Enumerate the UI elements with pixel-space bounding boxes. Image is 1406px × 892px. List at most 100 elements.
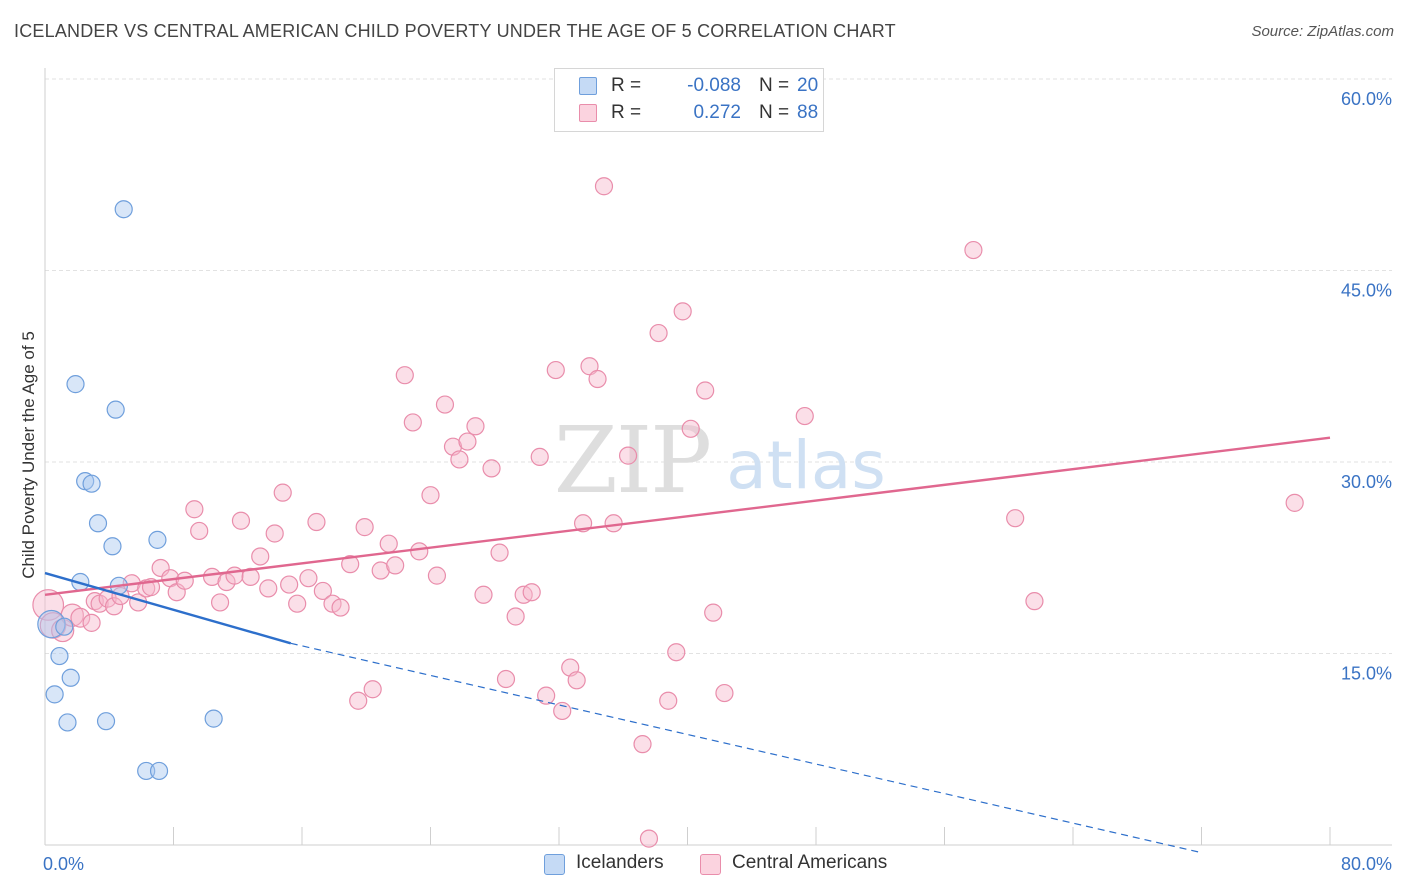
central-americans-point bbox=[280, 575, 299, 594]
central-americans-point bbox=[594, 177, 614, 196]
central-americans-point bbox=[458, 432, 477, 451]
central-americans-point bbox=[659, 691, 678, 710]
central-americans-point bbox=[667, 643, 686, 662]
central-americans-point bbox=[259, 579, 278, 598]
legend-r-value: -0.088 bbox=[687, 75, 741, 96]
central-americans-point bbox=[673, 302, 692, 321]
icelanders-point bbox=[96, 712, 116, 731]
legend-n-label: N = bbox=[759, 102, 790, 123]
icelanders-points bbox=[37, 200, 223, 781]
legend-n-value: 88 bbox=[797, 102, 819, 123]
central-americans-point bbox=[482, 459, 501, 478]
icelanders-point bbox=[148, 530, 167, 549]
central-americans-point bbox=[363, 680, 382, 699]
central-americans-point bbox=[190, 521, 209, 541]
central-americans-point bbox=[639, 829, 659, 848]
central-americans-point bbox=[403, 413, 422, 432]
icelanders-point bbox=[55, 617, 74, 636]
x-tick-label: 80.0% bbox=[1341, 854, 1392, 874]
y-tick-label: 15.0% bbox=[1341, 664, 1392, 684]
central-americans-point bbox=[474, 585, 493, 604]
icelanders-point bbox=[58, 713, 77, 732]
central-americans-point bbox=[395, 366, 414, 385]
central-americans-point bbox=[210, 593, 230, 612]
legend-swatch-blue bbox=[544, 854, 565, 875]
icelanders-point bbox=[106, 400, 125, 419]
central-americans-point bbox=[386, 556, 405, 575]
gridlines bbox=[45, 78, 1392, 654]
central-americans-point bbox=[299, 569, 318, 588]
central-americans-point bbox=[288, 594, 307, 613]
legend-swatch-blue bbox=[579, 77, 597, 95]
central-americans-point bbox=[241, 567, 260, 587]
icelanders-point bbox=[50, 646, 69, 666]
central-americans-points bbox=[32, 177, 1304, 848]
central-americans-point bbox=[427, 566, 447, 585]
central-americans-point bbox=[371, 561, 390, 580]
central-americans-point bbox=[379, 534, 398, 553]
icelanders-point bbox=[66, 375, 85, 394]
legend-n-label: N = bbox=[759, 75, 790, 96]
icelanders-point bbox=[61, 668, 80, 687]
series-legend: Icelanders Central Americans bbox=[0, 852, 1406, 878]
y-tick-label: 30.0% bbox=[1341, 472, 1392, 492]
central-americans-point bbox=[567, 671, 586, 690]
icelanders-point bbox=[88, 514, 108, 533]
central-americans-point bbox=[410, 542, 429, 561]
central-americans-point bbox=[273, 483, 292, 502]
icelanders-point bbox=[204, 709, 223, 728]
central-americans-point bbox=[231, 511, 251, 530]
central-americans-point bbox=[349, 691, 368, 710]
icelanders-trend-extension bbox=[290, 642, 1202, 854]
legend-r-value: 0.272 bbox=[693, 102, 741, 123]
legend-swatch-pink bbox=[579, 104, 597, 122]
axes bbox=[44, 68, 1392, 846]
legend-label-icelanders: Icelanders bbox=[576, 852, 664, 873]
central-americans-point bbox=[450, 450, 469, 469]
central-americans-point bbox=[421, 486, 440, 505]
legend-swatch-pink bbox=[700, 854, 721, 875]
legend-label-central-americans: Central Americans bbox=[732, 852, 888, 873]
icelanders-point bbox=[103, 537, 122, 556]
x-tick-label: 0.0% bbox=[43, 854, 84, 874]
central-americans-point bbox=[964, 240, 983, 260]
central-americans-point bbox=[530, 447, 549, 466]
icelanders-trend-line bbox=[44, 571, 292, 645]
central-americans-point bbox=[70, 607, 91, 628]
central-americans-trend-line bbox=[44, 436, 1331, 596]
chart-title: ICELANDER VS CENTRAL AMERICAN CHILD POVE… bbox=[14, 21, 896, 41]
central-americans-point bbox=[307, 512, 326, 532]
icelanders-point bbox=[114, 200, 133, 219]
central-americans-point bbox=[435, 395, 455, 414]
central-americans-point bbox=[331, 598, 350, 617]
icelanders-point bbox=[82, 474, 101, 493]
legend-r-label: R = bbox=[611, 102, 642, 123]
central-americans-point bbox=[466, 417, 485, 436]
trend-lines bbox=[44, 436, 1331, 854]
central-americans-point bbox=[618, 446, 638, 465]
watermark-zip: ZIP bbox=[554, 407, 710, 514]
central-americans-point bbox=[537, 686, 556, 705]
icelanders-point bbox=[45, 685, 64, 704]
central-americans-point bbox=[185, 500, 204, 519]
central-americans-point bbox=[553, 701, 572, 721]
central-americans-point bbox=[696, 381, 715, 400]
central-americans-point bbox=[633, 735, 652, 754]
central-americans-point bbox=[175, 571, 194, 590]
icelanders-point bbox=[37, 609, 66, 639]
central-americans-point bbox=[1285, 493, 1304, 512]
central-americans-point bbox=[341, 555, 360, 574]
central-americans-point bbox=[104, 597, 124, 616]
y-tick-label: 60.0% bbox=[1341, 89, 1392, 109]
central-americans-point bbox=[522, 583, 541, 602]
tick-labels: 15.0% 30.0% 45.0% 60.0% 0.0% 80.0% bbox=[43, 89, 1392, 874]
y-axis-title: Child Poverty Under the Age of 5 bbox=[19, 331, 38, 579]
central-americans-point bbox=[496, 669, 516, 689]
central-americans-point bbox=[604, 514, 623, 533]
y-tick-label: 45.0% bbox=[1341, 281, 1392, 301]
central-americans-point bbox=[265, 524, 284, 543]
central-americans-point bbox=[82, 613, 101, 632]
central-americans-point bbox=[704, 603, 723, 622]
watermark: ZIP atlas bbox=[554, 407, 886, 514]
